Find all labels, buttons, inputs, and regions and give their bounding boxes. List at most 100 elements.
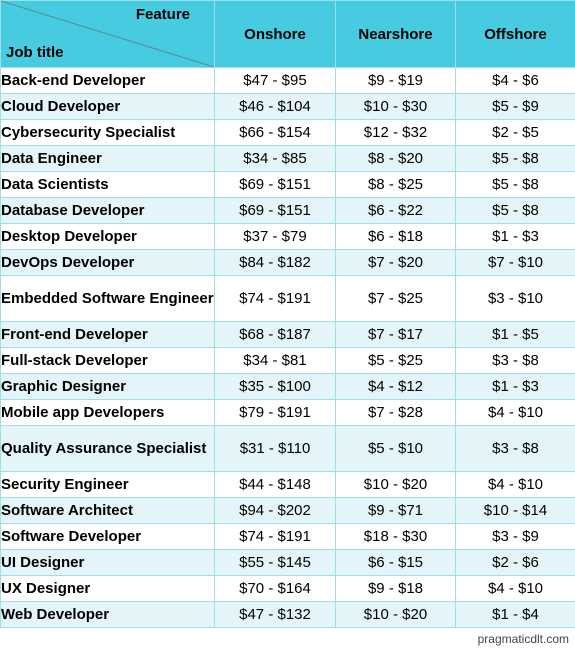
onshore-rate-cell: $69 - $151 xyxy=(214,197,336,224)
nearshore-rate-cell: $6 - $18 xyxy=(335,223,456,250)
onshore-rate-cell: $47 - $132 xyxy=(214,601,336,628)
onshore-rate-cell: $55 - $145 xyxy=(214,549,336,576)
table-row: UX Designer $70 - $164 $9 - $18 $4 - $10 xyxy=(0,575,575,602)
offshore-rate-cell: $3 - $10 xyxy=(455,275,575,322)
job-title-cell: Cybersecurity Specialist xyxy=(0,119,215,146)
job-title-cell: Data Engineer xyxy=(0,145,215,172)
diagonal-divider xyxy=(1,1,214,67)
onshore-rate-cell: $47 - $95 xyxy=(214,67,336,94)
job-title-cell: UX Designer xyxy=(0,575,215,602)
table-row: Database Developer $69 - $151 $6 - $22 $5 -… xyxy=(0,197,575,224)
job-title-cell: Graphic Designer xyxy=(0,373,215,400)
offshore-rate-cell: $1 - $4 xyxy=(455,601,575,628)
table-row: Mobile app Developers $79 - $191 $7 - $28 $… xyxy=(0,399,575,426)
table-body: Back-end Developer $47 - $95 $9 - $19 $4 - … xyxy=(0,67,575,628)
onshore-rate-cell: $34 - $85 xyxy=(214,145,336,172)
job-title-cell: Cloud Developer xyxy=(0,93,215,120)
rates-table: Feature Job title Onshore Nearshore Offs… xyxy=(0,0,575,628)
nearshore-rate-cell: $10 - $20 xyxy=(335,471,456,498)
nearshore-rate-cell: $6 - $22 xyxy=(335,197,456,224)
column-header-onshore: Onshore xyxy=(214,0,336,68)
offshore-rate-cell: $3 - $8 xyxy=(455,425,575,472)
offshore-rate-cell: $4 - $6 xyxy=(455,67,575,94)
table-row: Front-end Developer $68 - $187 $7 - $17 $1 … xyxy=(0,321,575,348)
job-title-cell: Data Scientists xyxy=(0,171,215,198)
onshore-rate-cell: $79 - $191 xyxy=(214,399,336,426)
table-row: UI Designer $55 - $145 $6 - $15 $2 - $6 xyxy=(0,549,575,576)
table-row: Software Developer $74 - $191 $18 - $30 $3 … xyxy=(0,523,575,550)
onshore-rate-cell: $35 - $100 xyxy=(214,373,336,400)
onshore-rate-cell: $31 - $110 xyxy=(214,425,336,472)
onshore-rate-cell: $84 - $182 xyxy=(214,249,336,276)
nearshore-rate-cell: $6 - $15 xyxy=(335,549,456,576)
table-row: Cloud Developer $46 - $104 $10 - $30 $5 - $… xyxy=(0,93,575,120)
table-row: DevOps Developer $84 - $182 $7 - $20 $7 - $… xyxy=(0,249,575,276)
offshore-rate-cell: $5 - $9 xyxy=(455,93,575,120)
nearshore-rate-cell: $10 - $20 xyxy=(335,601,456,628)
offshore-rate-cell: $2 - $6 xyxy=(455,549,575,576)
nearshore-rate-cell: $7 - $20 xyxy=(335,249,456,276)
job-title-cell: Web Developer xyxy=(0,601,215,628)
table-row: Software Architect $94 - $202 $9 - $71 $10 … xyxy=(0,497,575,524)
onshore-rate-cell: $37 - $79 xyxy=(214,223,336,250)
nearshore-rate-cell: $8 - $25 xyxy=(335,171,456,198)
offshore-rate-cell: $4 - $10 xyxy=(455,399,575,426)
onshore-rate-cell: $70 - $164 xyxy=(214,575,336,602)
table-row: Web Developer $47 - $132 $10 - $20 $1 - $4 xyxy=(0,601,575,628)
job-title-cell: Back-end Developer xyxy=(0,67,215,94)
nearshore-rate-cell: $8 - $20 xyxy=(335,145,456,172)
column-header-offshore: Offshore xyxy=(455,0,575,68)
onshore-rate-cell: $46 - $104 xyxy=(214,93,336,120)
job-title-cell: Mobile app Developers xyxy=(0,399,215,426)
table-row: Graphic Designer $35 - $100 $4 - $12 $1 - $… xyxy=(0,373,575,400)
offshore-rate-cell: $1 - $5 xyxy=(455,321,575,348)
offshore-rate-cell: $3 - $9 xyxy=(455,523,575,550)
onshore-rate-cell: $94 - $202 xyxy=(214,497,336,524)
nearshore-rate-cell: $9 - $18 xyxy=(335,575,456,602)
offshore-rate-cell: $5 - $8 xyxy=(455,197,575,224)
job-title-cell: Full-stack Developer xyxy=(0,347,215,374)
table-row: Desktop Developer $37 - $79 $6 - $18 $1 - $… xyxy=(0,223,575,250)
nearshore-rate-cell: $12 - $32 xyxy=(335,119,456,146)
nearshore-rate-cell: $5 - $10 xyxy=(335,425,456,472)
credit-text: pragmaticdlt.com xyxy=(477,632,569,646)
table-row: Data Engineer $34 - $85 $8 - $20 $5 - $8 xyxy=(0,145,575,172)
corner-header-cell: Feature Job title xyxy=(0,0,215,68)
nearshore-rate-cell: $5 - $25 xyxy=(335,347,456,374)
table-row: Security Engineer $44 - $148 $10 - $20 $4 -… xyxy=(0,471,575,498)
header-row: Feature Job title Onshore Nearshore Offs… xyxy=(0,0,575,68)
job-title-cell: Database Developer xyxy=(0,197,215,224)
feature-label: Feature xyxy=(135,6,190,23)
job-title-cell: Desktop Developer xyxy=(0,223,215,250)
job-title-cell: Front-end Developer xyxy=(0,321,215,348)
job-title-cell: Quality Assurance Specialist xyxy=(0,425,215,472)
job-title-cell: Embedded Software Engineer xyxy=(0,275,215,322)
nearshore-rate-cell: $7 - $28 xyxy=(335,399,456,426)
onshore-rate-cell: $66 - $154 xyxy=(214,119,336,146)
nearshore-rate-cell: $10 - $30 xyxy=(335,93,456,120)
offshore-rate-cell: $3 - $8 xyxy=(455,347,575,374)
nearshore-rate-cell: $4 - $12 xyxy=(335,373,456,400)
table-row: Cybersecurity Specialist $66 - $154 $12 - … xyxy=(0,119,575,146)
offshore-rate-cell: $7 - $10 xyxy=(455,249,575,276)
offshore-rate-cell: $1 - $3 xyxy=(455,373,575,400)
nearshore-rate-cell: $9 - $19 xyxy=(335,67,456,94)
onshore-rate-cell: $34 - $81 xyxy=(214,347,336,374)
nearshore-rate-cell: $9 - $71 xyxy=(335,497,456,524)
offshore-rate-cell: $4 - $10 xyxy=(455,575,575,602)
table-row: Embedded Software Engineer $74 - $191 $7 -… xyxy=(0,275,575,322)
offshore-rate-cell: $4 - $10 xyxy=(455,471,575,498)
table-row: Data Scientists $69 - $151 $8 - $25 $5 - $8 xyxy=(0,171,575,198)
onshore-rate-cell: $74 - $191 xyxy=(214,523,336,550)
table-row: Full-stack Developer $34 - $81 $5 - $25 $3 … xyxy=(0,347,575,374)
onshore-rate-cell: $74 - $191 xyxy=(214,275,336,322)
offshore-rate-cell: $5 - $8 xyxy=(455,145,575,172)
table-row: Quality Assurance Specialist $31 - $110 $5… xyxy=(0,425,575,472)
job-title-cell: Security Engineer xyxy=(0,471,215,498)
offshore-rate-cell: $10 - $14 xyxy=(455,497,575,524)
offshore-rate-cell: $1 - $3 xyxy=(455,223,575,250)
onshore-rate-cell: $69 - $151 xyxy=(214,171,336,198)
onshore-rate-cell: $44 - $148 xyxy=(214,471,336,498)
nearshore-rate-cell: $18 - $30 xyxy=(335,523,456,550)
offshore-rate-cell: $5 - $8 xyxy=(455,171,575,198)
